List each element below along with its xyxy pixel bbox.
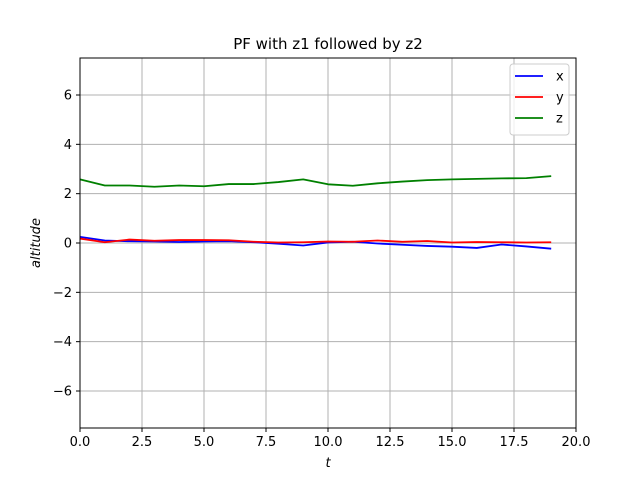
- legend-label-y: y: [556, 91, 564, 106]
- y-tick-label: −4: [53, 335, 72, 350]
- x-tick-label: 12.5: [376, 435, 405, 450]
- series-line-z: [79, 175, 552, 188]
- x-tick-label: 7.5: [256, 435, 277, 450]
- legend-label-x: x: [556, 70, 564, 85]
- y-tick-label: 2: [64, 187, 72, 202]
- y-tick-label: −6: [53, 385, 72, 400]
- x-tick-label: 0.0: [70, 435, 91, 450]
- x-tick-label: 5.0: [194, 435, 215, 450]
- x-axis-label: t: [325, 456, 331, 471]
- y-axis-label: altitude: [29, 218, 44, 268]
- series-line-x: [79, 235, 552, 250]
- y-tick-label: −2: [53, 286, 72, 301]
- tick-layer: 0.0 2.5 5.0 7.5 10.0 12.5 15.0 17.5 20.0 6 4 2 0 −2 −4…: [53, 89, 591, 451]
- y-tick-label: 0: [64, 237, 72, 252]
- x-tick-label: 2.5: [132, 435, 153, 450]
- series-layer: [79, 175, 552, 250]
- x-tick-label: 10.0: [314, 435, 343, 450]
- x-tick-label: 17.5: [500, 435, 529, 450]
- legend: xyz: [509, 63, 570, 136]
- y-tick-label: 6: [64, 89, 72, 104]
- x-tick-label: 20.0: [562, 435, 591, 450]
- series-line-y: [79, 237, 552, 244]
- y-tick-label: 4: [64, 138, 72, 153]
- x-tick-label: 15.0: [438, 435, 467, 450]
- chart-title: PF with z1 followed by z2: [233, 35, 423, 53]
- legend-label-z: z: [556, 112, 563, 127]
